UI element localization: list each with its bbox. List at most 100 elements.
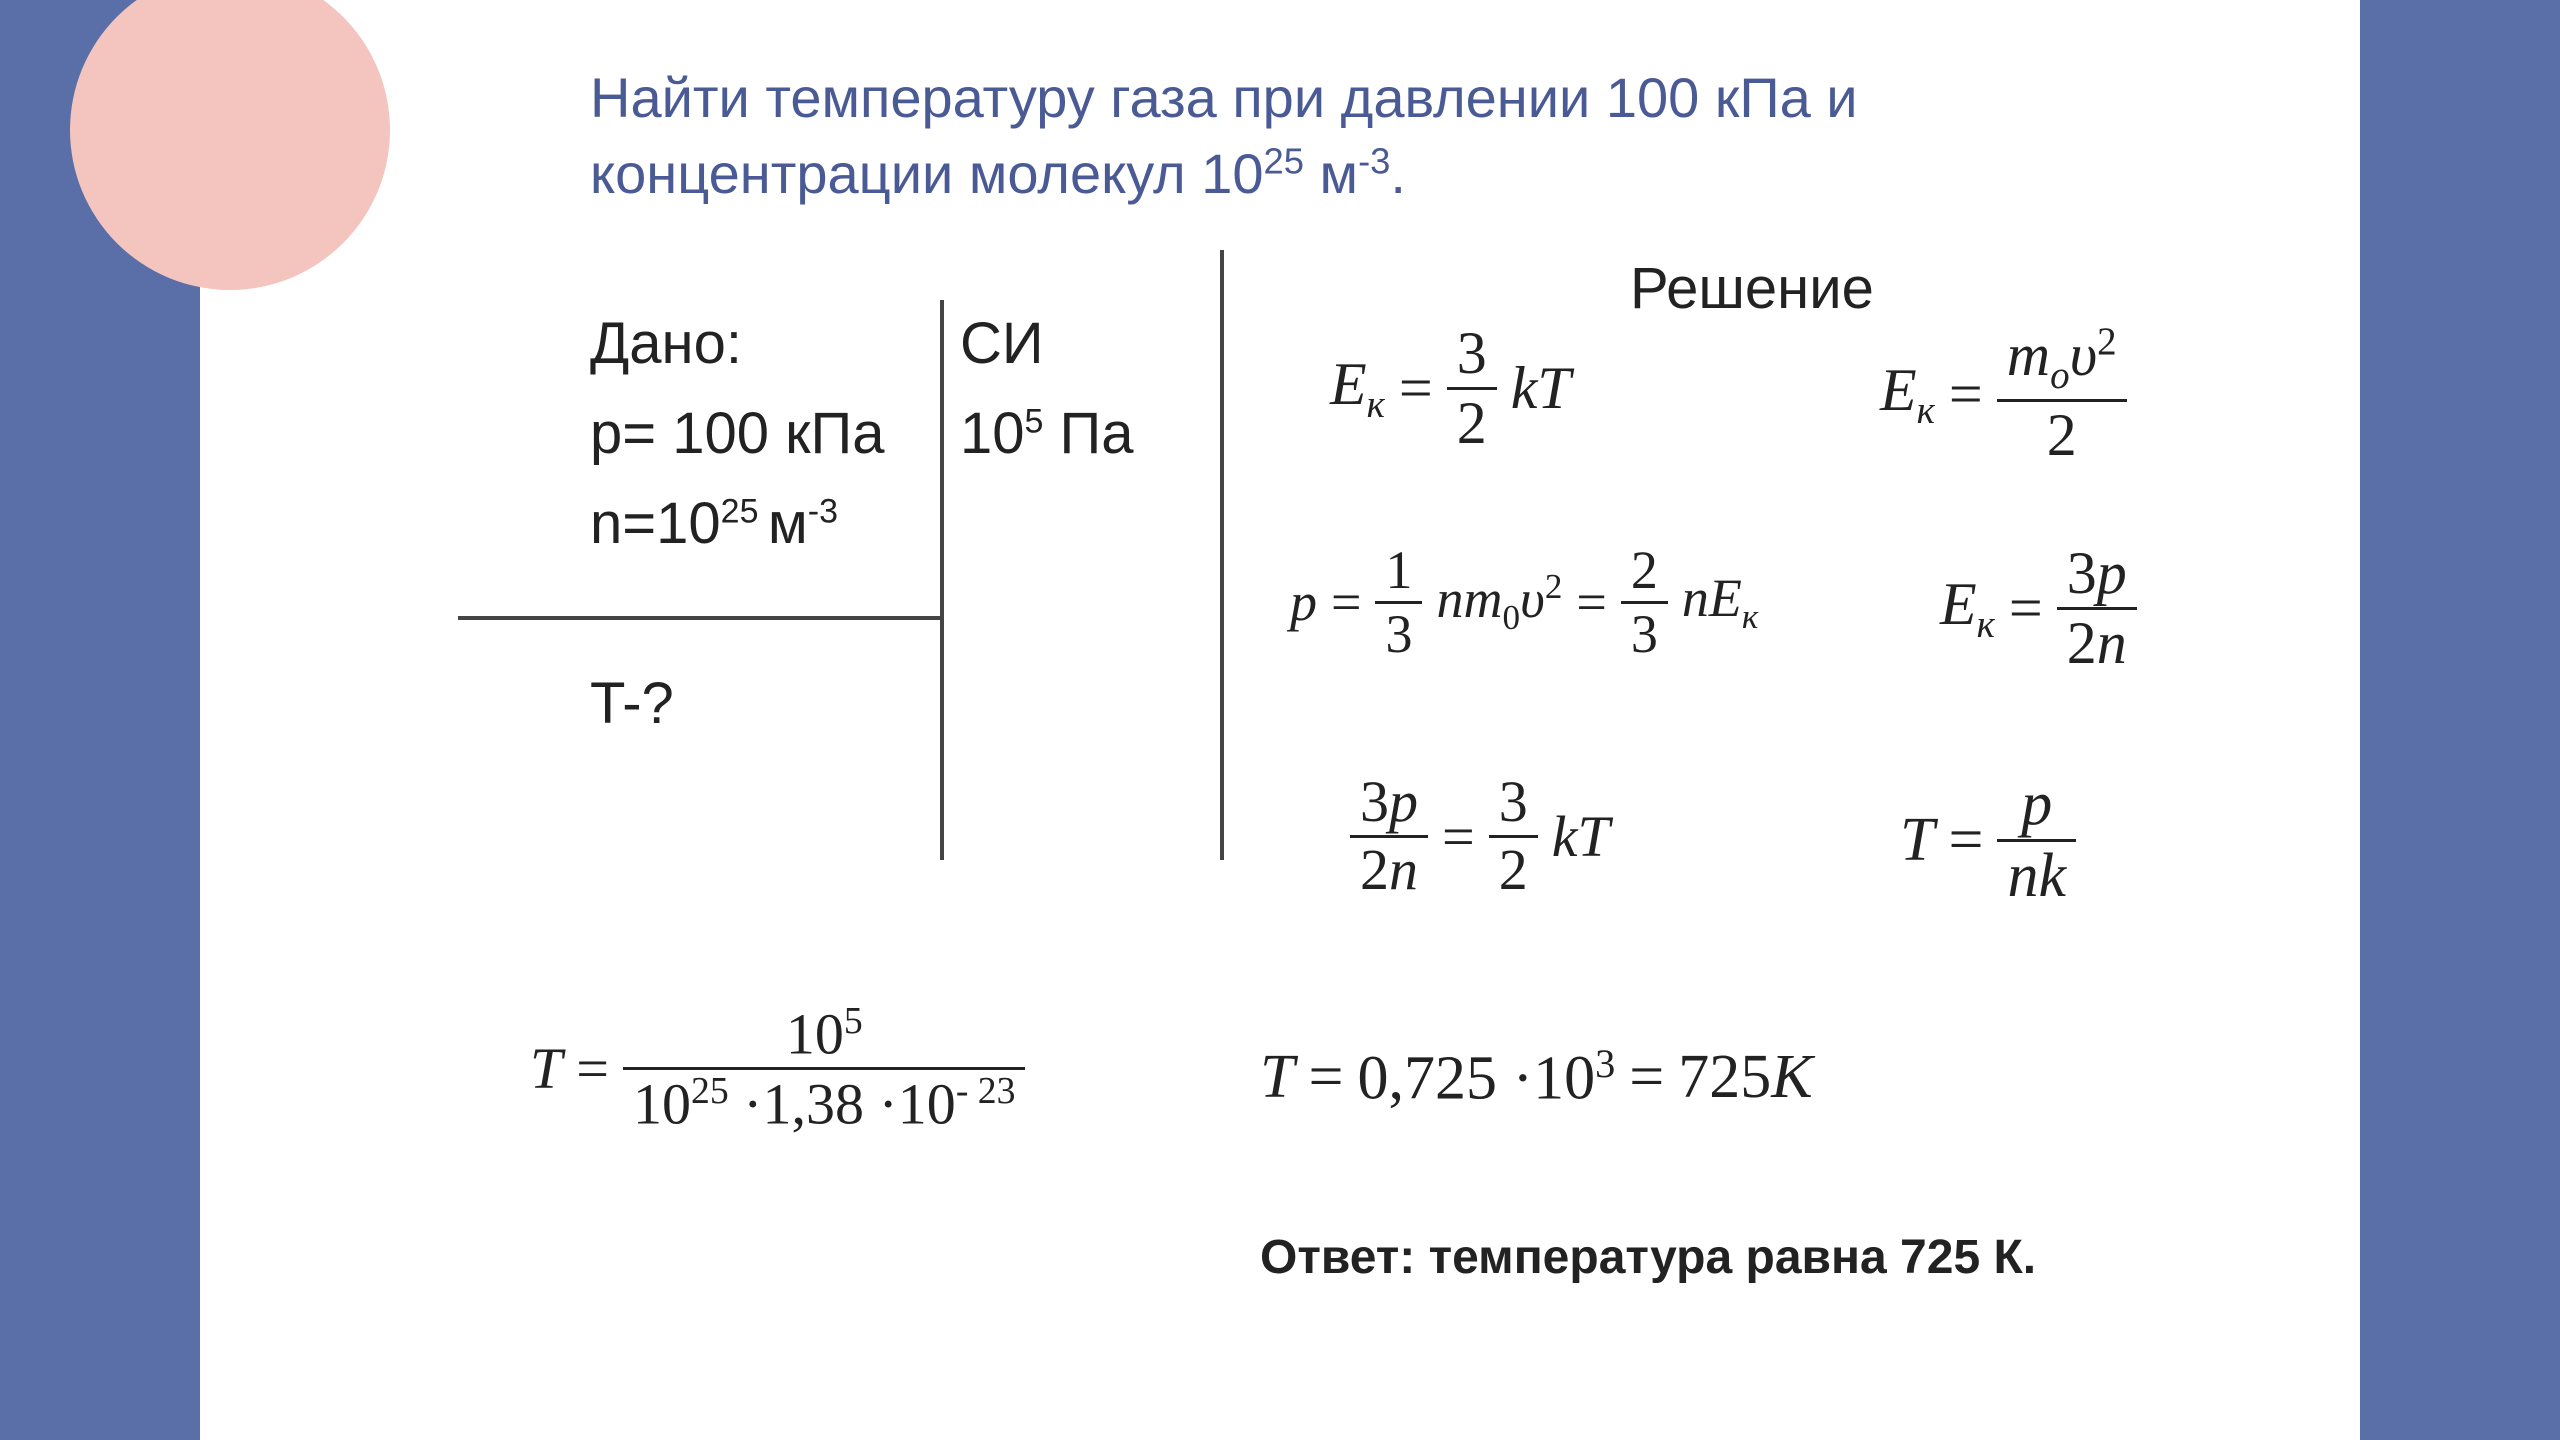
eq1-lhs: E bbox=[1330, 351, 1367, 417]
eq4-frac: 3p 2n bbox=[2057, 540, 2137, 677]
eq5-n2: 3 bbox=[1489, 770, 1538, 835]
given-label: Дано: bbox=[590, 310, 884, 400]
eq3-mid1b: υ bbox=[1520, 569, 1545, 629]
eq2-frac: moυ2 2 bbox=[1997, 320, 2127, 469]
equation-t-result: T = 0,725 ·103 = 725К bbox=[1260, 1040, 1812, 1115]
si-block: СИ 105 Па bbox=[960, 310, 1134, 490]
eq1-num: 3 bbox=[1447, 320, 1497, 387]
eq4-lhs: E bbox=[1940, 571, 1977, 637]
title-sup1: 25 bbox=[1264, 140, 1304, 181]
eq5-frac2: 3 2 bbox=[1489, 770, 1538, 903]
eq5-n1a: 3 bbox=[1360, 769, 1389, 834]
eq7-den-s2: - 23 bbox=[956, 1070, 1016, 1112]
eq7-num-a: 10 bbox=[786, 1001, 844, 1066]
given-block: Дано: p= 100 кПа n=1025 м-3 bbox=[590, 310, 884, 580]
title-line2-pre: концентрации молекул 10 bbox=[590, 142, 1264, 205]
eq6-eq: = bbox=[1948, 805, 1983, 876]
horizontal-divider bbox=[458, 616, 940, 620]
eq5-n1b: p bbox=[1389, 769, 1418, 834]
equation-t-pnk: T = p nk bbox=[1900, 770, 2076, 911]
eq3-mid2: nEк bbox=[1682, 567, 1758, 637]
eq2-den: 2 bbox=[2037, 402, 2087, 469]
eq7-num: 105 bbox=[776, 1000, 873, 1067]
eq1-rhs: kT bbox=[1511, 354, 1571, 423]
eq2-num-sub: o bbox=[2050, 354, 2070, 397]
solution-heading: Решение bbox=[1630, 255, 1874, 322]
eq4-sub: к bbox=[1977, 603, 1995, 646]
eq3-mid1sub: 0 bbox=[1502, 598, 1520, 637]
si-pressure: 105 Па bbox=[960, 400, 1134, 490]
equation-ek-3p2n: Eк = 3p 2n bbox=[1940, 540, 2137, 677]
eq2-num-a: m bbox=[2007, 322, 2050, 388]
vertical-divider-1 bbox=[940, 300, 944, 860]
n-sup: 25 bbox=[721, 493, 768, 531]
problem-title: Найти температуру газа при давлении 100 … bbox=[590, 60, 2090, 211]
equation-t-numeric: T = 105 1025 ·1,38 ·10- 23 bbox=[530, 1000, 1025, 1137]
eq3-mid1sup: 2 bbox=[1545, 567, 1563, 606]
eq7-eq: = bbox=[576, 1035, 609, 1102]
eq3-n2: 2 bbox=[1621, 540, 1668, 601]
eq3-d1: 3 bbox=[1375, 604, 1422, 665]
eq6-frac: p nk bbox=[1997, 770, 2076, 911]
vertical-divider-2 bbox=[1220, 250, 1224, 860]
si-label: СИ bbox=[960, 310, 1134, 400]
eq4-eq: = bbox=[2009, 574, 2043, 643]
eq3-eq1: = bbox=[1331, 571, 1361, 633]
given-pressure: p= 100 кПа bbox=[590, 400, 884, 490]
equation-ek-kt: Eк = 3 2 kT bbox=[1330, 320, 1571, 457]
eq5-den1: 2n bbox=[1350, 838, 1428, 903]
eq8-mid: 0,725 ·103 bbox=[1357, 1040, 1615, 1115]
eq5-d1b: n bbox=[1389, 837, 1418, 902]
eq8-eq1: = bbox=[1308, 1042, 1343, 1113]
slide: Найти температуру газа при давлении 100 … bbox=[200, 0, 2360, 1440]
eq7-den-a: 10 bbox=[633, 1072, 691, 1137]
si-p-post: Па bbox=[1043, 401, 1133, 466]
eq1-den: 2 bbox=[1447, 390, 1497, 457]
eq4-den-a: 2 bbox=[2067, 610, 2097, 676]
eq3-frac1: 1 3 bbox=[1375, 540, 1422, 664]
eq8-rhs-b: К bbox=[1771, 1043, 1812, 1111]
eq5-frac1: 3p 2n bbox=[1350, 770, 1428, 903]
eq2-num-sup: 2 bbox=[2097, 320, 2117, 363]
eq6-den: nk bbox=[1997, 842, 2076, 911]
eq3-d2: 3 bbox=[1621, 604, 1668, 665]
eq5-num1: 3p bbox=[1350, 770, 1428, 835]
n-pre: n=10 bbox=[590, 491, 721, 556]
eq2-num-b: υ bbox=[2070, 322, 2098, 388]
n-sup2: -3 bbox=[808, 493, 838, 531]
eq2-eq: = bbox=[1949, 360, 1983, 429]
eq8-rhs: 725К bbox=[1678, 1042, 1812, 1113]
title-line2-post: . bbox=[1390, 142, 1406, 205]
title-line2-mid: м bbox=[1304, 142, 1358, 205]
eq2-sub: к bbox=[1917, 389, 1935, 432]
eq1-eq: = bbox=[1399, 354, 1433, 423]
eq2-num: moυ2 bbox=[1997, 320, 2127, 399]
eq8-mid-sup: 3 bbox=[1595, 1041, 1615, 1086]
n-mid: м bbox=[768, 491, 808, 556]
eq6-num: p bbox=[2011, 770, 2062, 839]
eq8-eq2: = bbox=[1629, 1042, 1664, 1113]
eq7-den-b: ·1,38 ·10 bbox=[729, 1072, 956, 1137]
eq4-den: 2n bbox=[2057, 610, 2137, 677]
eq5-eq: = bbox=[1442, 803, 1475, 870]
title-line1: Найти температуру газа при давлении 100 … bbox=[590, 66, 1858, 129]
eq3-mid1a: nm bbox=[1436, 569, 1502, 629]
eq3-eq2: = bbox=[1576, 571, 1606, 633]
eq7-den: 1025 ·1,38 ·10- 23 bbox=[623, 1070, 1026, 1137]
eq3-frac2: 2 3 bbox=[1621, 540, 1668, 664]
title-sup2: -3 bbox=[1358, 140, 1390, 181]
si-p-pre: 10 bbox=[960, 401, 1025, 466]
eq5-d2: 2 bbox=[1489, 838, 1538, 903]
eq7-num-sup: 5 bbox=[844, 1000, 863, 1042]
decor-circle bbox=[70, 0, 390, 290]
equation-3p2n-kt: 3p 2n = 3 2 kT bbox=[1350, 770, 1610, 903]
eq4-num-b: p bbox=[2097, 540, 2127, 606]
eq4-num: 3p bbox=[2057, 540, 2137, 607]
eq4-den-b: n bbox=[2097, 610, 2127, 676]
find-label: T-? bbox=[590, 670, 674, 737]
eq3-p: p bbox=[1290, 571, 1317, 633]
eq2-lhs: E bbox=[1880, 357, 1917, 423]
answer-text: Ответ: температура равна 725 К. bbox=[1260, 1230, 2036, 1285]
eq4-num-a: 3 bbox=[2067, 540, 2097, 606]
eq7-den-s1: 25 bbox=[691, 1070, 729, 1112]
